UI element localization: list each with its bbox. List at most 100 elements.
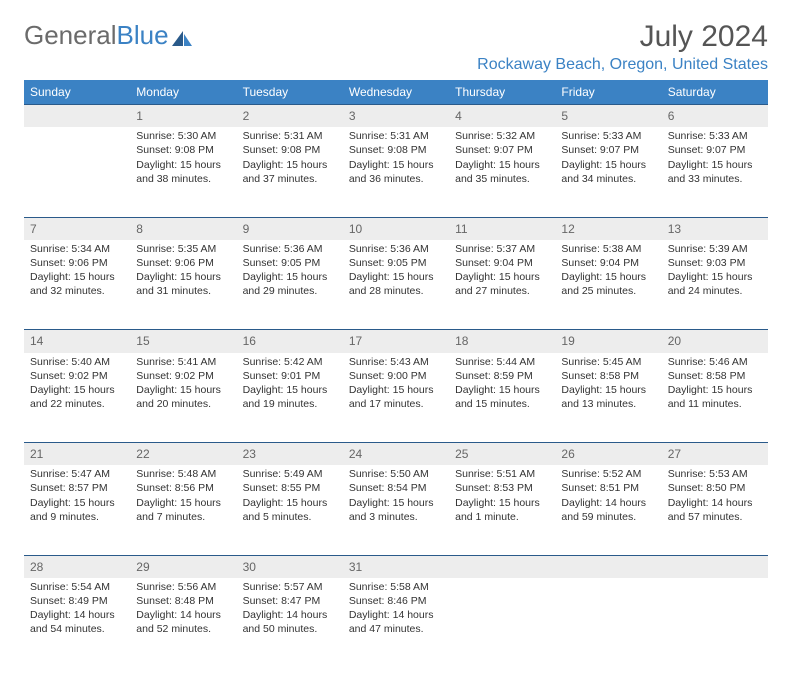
- day-cell: Sunrise: 5:35 AMSunset: 9:06 PMDaylight:…: [130, 240, 236, 330]
- sunset-text: Sunset: 8:49 PM: [30, 594, 124, 608]
- sunset-text: Sunset: 9:07 PM: [668, 143, 762, 157]
- sunset-text: Sunset: 9:06 PM: [136, 256, 230, 270]
- sunrise-text: Sunrise: 5:44 AM: [455, 355, 549, 369]
- daylight-text: Daylight: 15 hours and 7 minutes.: [136, 496, 230, 524]
- day-cell: Sunrise: 5:38 AMSunset: 9:04 PMDaylight:…: [555, 240, 661, 330]
- sunrise-text: Sunrise: 5:49 AM: [243, 467, 337, 481]
- day-cell-body: Sunrise: 5:34 AMSunset: 9:06 PMDaylight:…: [24, 240, 130, 305]
- sunset-text: Sunset: 8:55 PM: [243, 481, 337, 495]
- sunrise-text: Sunrise: 5:34 AM: [30, 242, 124, 256]
- month-title: July 2024: [477, 20, 768, 54]
- day-cell: Sunrise: 5:57 AMSunset: 8:47 PMDaylight:…: [237, 578, 343, 668]
- day-cell-body: Sunrise: 5:37 AMSunset: 9:04 PMDaylight:…: [449, 240, 555, 305]
- day-cell: Sunrise: 5:31 AMSunset: 9:08 PMDaylight:…: [343, 127, 449, 217]
- day-cell: Sunrise: 5:33 AMSunset: 9:07 PMDaylight:…: [662, 127, 768, 217]
- day-number-row: 123456: [24, 105, 768, 128]
- day-number-cell: 4: [449, 105, 555, 128]
- day-cell-body: Sunrise: 5:56 AMSunset: 8:48 PMDaylight:…: [130, 578, 236, 643]
- day-cell-body: Sunrise: 5:53 AMSunset: 8:50 PMDaylight:…: [662, 465, 768, 530]
- day-number-row: 14151617181920: [24, 330, 768, 353]
- daylight-text: Daylight: 15 hours and 36 minutes.: [349, 158, 443, 186]
- day-cell: Sunrise: 5:37 AMSunset: 9:04 PMDaylight:…: [449, 240, 555, 330]
- day-number-row: 78910111213: [24, 217, 768, 240]
- day-cell: Sunrise: 5:49 AMSunset: 8:55 PMDaylight:…: [237, 465, 343, 555]
- daylight-text: Daylight: 15 hours and 35 minutes.: [455, 158, 549, 186]
- day-cell: [449, 578, 555, 668]
- day-cell: Sunrise: 5:58 AMSunset: 8:46 PMDaylight:…: [343, 578, 449, 668]
- calendar-body: 123456Sunrise: 5:30 AMSunset: 9:08 PMDay…: [24, 105, 768, 668]
- logo-sail-icon: [171, 30, 193, 48]
- week-row: Sunrise: 5:40 AMSunset: 9:02 PMDaylight:…: [24, 353, 768, 443]
- sunset-text: Sunset: 8:59 PM: [455, 369, 549, 383]
- page-header: GeneralBlue July 2024 Rockaway Beach, Or…: [24, 20, 768, 74]
- sunset-text: Sunset: 9:07 PM: [455, 143, 549, 157]
- day-cell: Sunrise: 5:54 AMSunset: 8:49 PMDaylight:…: [24, 578, 130, 668]
- day-cell-body: Sunrise: 5:58 AMSunset: 8:46 PMDaylight:…: [343, 578, 449, 643]
- day-number-cell: 9: [237, 217, 343, 240]
- day-cell-body: Sunrise: 5:32 AMSunset: 9:07 PMDaylight:…: [449, 127, 555, 192]
- daylight-text: Daylight: 15 hours and 32 minutes.: [30, 270, 124, 298]
- sunset-text: Sunset: 9:03 PM: [668, 256, 762, 270]
- day-cell-body: Sunrise: 5:35 AMSunset: 9:06 PMDaylight:…: [130, 240, 236, 305]
- day-number-cell: 17: [343, 330, 449, 353]
- sunrise-text: Sunrise: 5:36 AM: [349, 242, 443, 256]
- day-header: Monday: [130, 80, 236, 105]
- day-cell-body: Sunrise: 5:42 AMSunset: 9:01 PMDaylight:…: [237, 353, 343, 418]
- daylight-text: Daylight: 15 hours and 15 minutes.: [455, 383, 549, 411]
- sunrise-text: Sunrise: 5:36 AM: [243, 242, 337, 256]
- day-number-cell: 21: [24, 443, 130, 466]
- day-cell: Sunrise: 5:39 AMSunset: 9:03 PMDaylight:…: [662, 240, 768, 330]
- calendar-table: Sunday Monday Tuesday Wednesday Thursday…: [24, 80, 768, 668]
- day-cell: Sunrise: 5:44 AMSunset: 8:59 PMDaylight:…: [449, 353, 555, 443]
- daylight-text: Daylight: 15 hours and 19 minutes.: [243, 383, 337, 411]
- day-cell-body: Sunrise: 5:33 AMSunset: 9:07 PMDaylight:…: [555, 127, 661, 192]
- day-cell: Sunrise: 5:33 AMSunset: 9:07 PMDaylight:…: [555, 127, 661, 217]
- day-number-cell: 8: [130, 217, 236, 240]
- day-cell-body: Sunrise: 5:54 AMSunset: 8:49 PMDaylight:…: [24, 578, 130, 643]
- day-cell: Sunrise: 5:42 AMSunset: 9:01 PMDaylight:…: [237, 353, 343, 443]
- day-cell: Sunrise: 5:56 AMSunset: 8:48 PMDaylight:…: [130, 578, 236, 668]
- day-cell: Sunrise: 5:46 AMSunset: 8:58 PMDaylight:…: [662, 353, 768, 443]
- sunrise-text: Sunrise: 5:31 AM: [349, 129, 443, 143]
- daylight-text: Daylight: 15 hours and 11 minutes.: [668, 383, 762, 411]
- day-header: Saturday: [662, 80, 768, 105]
- day-number-cell: 12: [555, 217, 661, 240]
- day-number-cell: 29: [130, 555, 236, 578]
- day-cell-body: Sunrise: 5:38 AMSunset: 9:04 PMDaylight:…: [555, 240, 661, 305]
- day-cell-body: Sunrise: 5:45 AMSunset: 8:58 PMDaylight:…: [555, 353, 661, 418]
- sunset-text: Sunset: 8:51 PM: [561, 481, 655, 495]
- daylight-text: Daylight: 15 hours and 3 minutes.: [349, 496, 443, 524]
- sunset-text: Sunset: 9:07 PM: [561, 143, 655, 157]
- day-cell: Sunrise: 5:40 AMSunset: 9:02 PMDaylight:…: [24, 353, 130, 443]
- day-header: Sunday: [24, 80, 130, 105]
- sunrise-text: Sunrise: 5:50 AM: [349, 467, 443, 481]
- day-number-cell: 16: [237, 330, 343, 353]
- day-cell-body: Sunrise: 5:41 AMSunset: 9:02 PMDaylight:…: [130, 353, 236, 418]
- day-number-cell: 6: [662, 105, 768, 128]
- sunset-text: Sunset: 8:53 PM: [455, 481, 549, 495]
- day-cell: Sunrise: 5:45 AMSunset: 8:58 PMDaylight:…: [555, 353, 661, 443]
- sunset-text: Sunset: 9:06 PM: [30, 256, 124, 270]
- sunrise-text: Sunrise: 5:41 AM: [136, 355, 230, 369]
- day-cell: Sunrise: 5:52 AMSunset: 8:51 PMDaylight:…: [555, 465, 661, 555]
- sunrise-text: Sunrise: 5:42 AM: [243, 355, 337, 369]
- daylight-text: Daylight: 14 hours and 54 minutes.: [30, 608, 124, 636]
- day-number-cell: 22: [130, 443, 236, 466]
- daylight-text: Daylight: 14 hours and 47 minutes.: [349, 608, 443, 636]
- sunrise-text: Sunrise: 5:35 AM: [136, 242, 230, 256]
- day-number-cell: [555, 555, 661, 578]
- day-number-cell: 14: [24, 330, 130, 353]
- calendar-page: GeneralBlue July 2024 Rockaway Beach, Or…: [0, 0, 792, 688]
- title-block: July 2024 Rockaway Beach, Oregon, United…: [477, 20, 768, 74]
- sunset-text: Sunset: 8:54 PM: [349, 481, 443, 495]
- day-number-cell: 23: [237, 443, 343, 466]
- daylight-text: Daylight: 15 hours and 5 minutes.: [243, 496, 337, 524]
- day-number-row: 28293031: [24, 555, 768, 578]
- day-cell: Sunrise: 5:51 AMSunset: 8:53 PMDaylight:…: [449, 465, 555, 555]
- daylight-text: Daylight: 15 hours and 28 minutes.: [349, 270, 443, 298]
- daylight-text: Daylight: 15 hours and 31 minutes.: [136, 270, 230, 298]
- day-number-cell: 15: [130, 330, 236, 353]
- day-cell-body: Sunrise: 5:40 AMSunset: 9:02 PMDaylight:…: [24, 353, 130, 418]
- daylight-text: Daylight: 15 hours and 17 minutes.: [349, 383, 443, 411]
- day-cell-body: Sunrise: 5:51 AMSunset: 8:53 PMDaylight:…: [449, 465, 555, 530]
